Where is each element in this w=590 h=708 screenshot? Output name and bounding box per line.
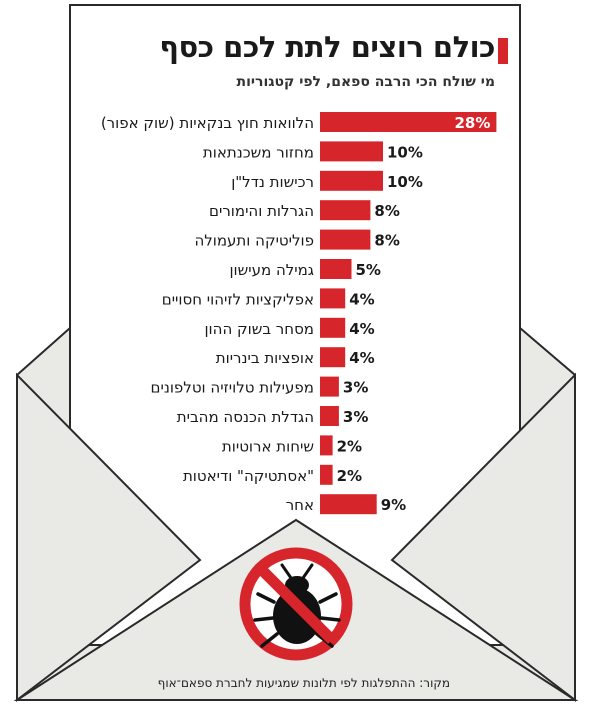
bar-1 [320,141,383,162]
bar-value-label-12: 2% [337,467,362,485]
bar-value-label-2: 10% [387,173,423,191]
bar-13 [320,494,377,515]
bar-9 [320,376,339,397]
category-label-1: מחזור משכנתאות [203,143,314,161]
category-label-6: אפליקציות לזיהוי חסויים [162,290,314,308]
bar-8 [320,347,346,368]
category-label-0: הלוואות חוץ בנקאיות (שוק אפור) [101,114,314,132]
category-label-3: הגרלות והימורים [209,202,314,220]
envelope-right-flap [390,372,576,703]
source-note: מקור: ההתפלגות לפי תלונות שמגיעות לחברת … [157,676,450,690]
category-label-8: אופציות בינריות [216,349,314,367]
bar-value-label-8: 4% [349,349,374,367]
spam-bug-prohibited-icon [239,547,353,661]
bar-10 [320,406,339,426]
bar-3 [320,200,371,221]
chart-subtitle: מי שולח הכי הרבה ספאם, לפי קטגוריות [236,74,495,90]
bar-value-label-5: 5% [356,261,381,279]
bar-value-label-10: 3% [343,408,368,426]
category-label-9: מפעילות טלויזיה וטלפונים [151,379,314,397]
prohibit-slash [256,564,336,644]
bar-value-label-1: 10% [387,143,423,161]
bar-11 [320,435,333,456]
category-label-5: גמילה מעישון [229,261,314,279]
bar-value-label-9: 3% [343,379,368,397]
envelope-left-flap [16,372,202,703]
bar-7 [320,317,346,338]
category-label-4: פוליטיקה ותעמולה [194,232,314,250]
bar-12 [320,464,333,485]
chart-title: כולם רוצים לתת לכם כסף [159,30,495,64]
category-label-2: רכישות נדל"ן [231,173,314,191]
bar-value-label-11: 2% [337,437,362,455]
bar-value-label-7: 4% [349,320,374,338]
bar-5 [320,259,352,279]
bar-value-label-0: 28% [454,114,490,132]
category-label-11: שיחות ארוטיות [222,437,314,455]
category-label-13: אחר [286,496,314,514]
bars-group: 28% הלוואות חוץ בנקאיות (שוק אפור) 10% מחזו… [101,112,497,515]
bar-value-label-13: 9% [381,496,406,514]
bar-4 [320,229,371,250]
title-accent [498,38,508,64]
bar-value-label-4: 8% [374,232,399,250]
bug-icon [253,563,341,648]
bar-value-label-6: 4% [349,290,374,308]
bar-0 [320,112,497,132]
bar-2 [320,170,383,191]
category-label-7: מסחר בשוק ההון [204,320,314,338]
category-label-12: "אסתטיקה" ודיאטות [183,467,314,485]
bar-value-label-3: 8% [374,202,399,220]
category-label-10: הגדלת הכנסה מהבית [177,408,314,426]
bar-6 [320,288,346,309]
